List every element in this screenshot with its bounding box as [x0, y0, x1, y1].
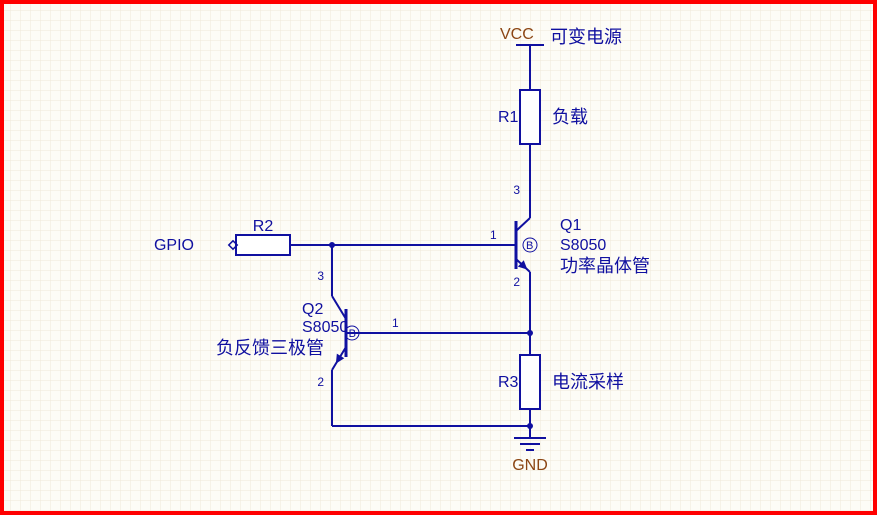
- gnd-label: GND: [512, 457, 548, 474]
- r1-desc: 负载: [552, 107, 588, 127]
- q2-label: Q2: [302, 301, 323, 318]
- q2-part: S8050: [302, 319, 348, 336]
- q1-pin1: 1: [490, 228, 497, 242]
- schematic: VCC可变电源R1负载R2GPIOQ1S8050功率晶体管BQ2S8050负反馈…: [0, 0, 877, 515]
- q1-desc: 功率晶体管: [560, 256, 650, 276]
- resistor-r2: [236, 235, 290, 255]
- q1-pin2: 2: [513, 275, 520, 289]
- q2-pin2: 2: [317, 375, 324, 389]
- vcc-label: VCC: [500, 26, 534, 43]
- q1-pin3: 3: [513, 183, 520, 197]
- gpio-label: GPIO: [154, 237, 194, 254]
- q1-b-tag: B: [526, 240, 533, 252]
- r2-label: R2: [253, 218, 274, 235]
- q1-part: S8050: [560, 237, 606, 254]
- resistor-r1: [520, 90, 540, 144]
- q2-pin1: 1: [392, 316, 399, 330]
- r3-desc: 电流采样: [552, 372, 624, 392]
- vcc-desc: 可变电源: [550, 27, 622, 47]
- resistor-r3: [520, 355, 540, 409]
- q2-desc: 负反馈三极管: [216, 338, 324, 358]
- q2-pin3: 3: [317, 269, 324, 283]
- q1-label: Q1: [560, 217, 581, 234]
- r1-label: R1: [498, 109, 519, 126]
- r3-label: R3: [498, 374, 519, 391]
- q2-b-tag: B: [349, 328, 356, 340]
